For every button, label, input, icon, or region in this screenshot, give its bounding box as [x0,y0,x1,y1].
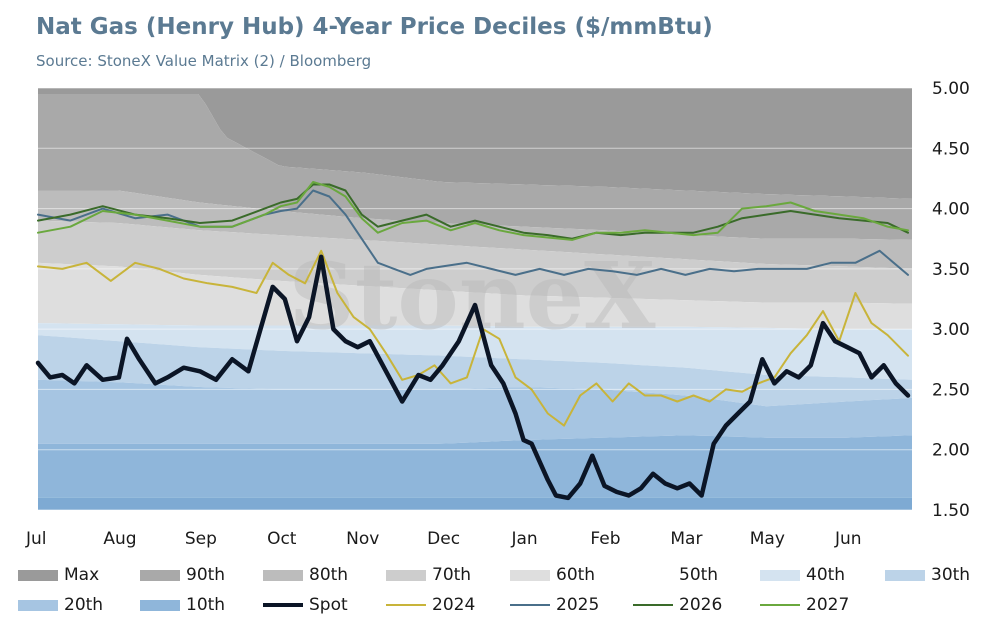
legend-line-marker [386,604,426,606]
legend-item-10th: 10th [140,593,225,617]
y-tick-label-7: 1.50 [932,501,970,521]
series-line-2026 [37,183,909,240]
legend-item-2026: 2026 [633,593,722,617]
legend-item-50th: 50th [633,563,718,587]
legend-item-2025: 2025 [510,593,599,617]
x-tick-label-nov: Nov [346,529,379,549]
band-30th [38,335,912,407]
legend-label: 50th [679,565,719,585]
legend-label: 90th [186,565,226,585]
legend-swatch [263,569,303,581]
legend-label: 80th [309,565,349,585]
legend-label: 20th [64,595,104,615]
legend-label: 70th [432,565,472,585]
price-series [35,181,911,501]
legend-line-marker [760,604,800,606]
y-tick-label-2: 4.00 [932,200,970,220]
y-tick-label-3: 3.50 [932,260,970,280]
legend-item-30th: 30th [885,563,970,587]
legend-label: Spot [309,595,348,615]
x-tick-label-aug: Aug [103,529,136,549]
legend-label: 40th [806,565,846,585]
legend-swatch [760,569,800,581]
chart-title: Nat Gas (Henry Hub) 4-Year Price Deciles… [36,14,713,40]
legend-line-marker [633,604,673,606]
series-line-spot [35,254,911,501]
band-20th [38,379,912,444]
x-tick-label-may: May [750,529,785,549]
y-tick-label-6: 2.00 [932,441,970,461]
x-axis-ticks: Jul Aug Sep Oct Nov Dec Jan Feb Mar May Jun [25,529,862,549]
legend-swatch [386,569,426,581]
band-70th [38,220,912,304]
x-tick-label-jan: Jan [510,529,537,549]
legend-label: Max [64,565,100,585]
legend-item-70th: 70th [386,563,471,587]
band-90th [38,94,912,240]
x-tick-label-feb: Feb [590,529,620,549]
x-tick-label-dec: Dec [427,529,460,549]
gridlines [38,87,912,511]
x-tick-label-oct: Oct [267,529,297,549]
y-tick-label-5: 2.50 [932,380,970,400]
legend-item-spot: Spot [263,593,348,617]
legend-label: 2024 [432,595,476,615]
band-10th [38,435,912,498]
watermark-stonex: StoneX [288,242,656,350]
legend-item-2027: 2027 [760,593,849,617]
legend-item-2024: 2024 [386,593,475,617]
x-tick-label-jul: Jul [25,529,47,549]
legend-label: 60th [556,565,596,585]
legend-swatch [140,569,180,581]
legend-label: 30th [931,565,971,585]
legend-swatch [885,569,925,581]
legend-item-90th: 90th [140,563,225,587]
chart-subtitle: Source: StoneX Value Matrix (2) / Bloomb… [36,52,372,70]
legend-swatch [510,569,550,581]
legend-item-60th: 60th [510,563,595,587]
x-tick-label-mar: Mar [670,529,702,549]
band-max [38,88,912,199]
legend-item-80th: 80th [263,563,348,587]
legend-label: 10th [186,595,226,615]
x-tick-label-sep: Sep [185,529,217,549]
legend-line-marker [263,603,303,607]
legend-swatch [18,599,58,611]
legend-label: 2026 [679,595,723,615]
legend-item-max: Max [18,563,99,587]
legend-swatch [633,569,673,581]
band-min [38,497,912,510]
x-tick-label-jun: Jun [834,529,862,549]
series-line-2027 [37,181,909,241]
legend-line-marker [510,604,550,606]
band-60th [38,262,912,330]
legend-label: 2027 [806,595,850,615]
legend-swatch [18,569,58,581]
y-tick-label-4: 3.00 [932,320,970,340]
legend-item-20th: 20th [18,593,103,617]
legend-item-40th: 40th [760,563,845,587]
y-axis-ticks: 5.00 4.50 4.00 3.50 3.00 2.50 2.00 1.50 [932,79,970,521]
legend-swatch [140,599,180,611]
legend-label: 2025 [556,595,600,615]
chart-legend: Max 90th 80th 70th 60th 50th 40th 30th 20th 10th S… [0,560,992,620]
y-tick-label-0: 5.00 [932,79,970,99]
band-80th [38,190,912,269]
y-tick-label-1: 4.50 [932,139,970,159]
price-deciles-chart: StoneX 5.004.504.003.503.002.502.001.50 … [25,79,970,549]
